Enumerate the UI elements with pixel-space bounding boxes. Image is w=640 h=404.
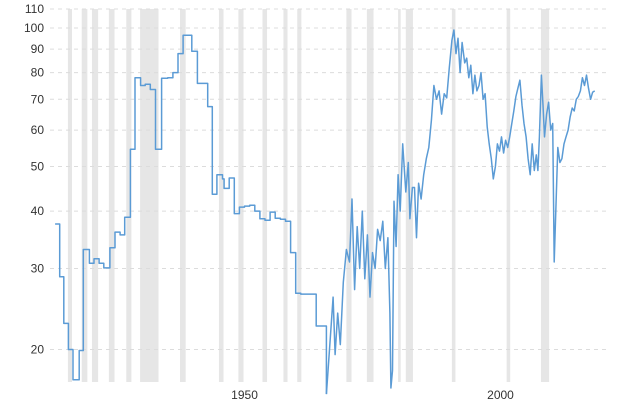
recession-band-18 (540, 9, 550, 382)
recession-band-2 (91, 9, 99, 382)
y-tick-label-20: 20 (31, 343, 45, 357)
recession-band-1 (81, 9, 88, 382)
x-axis-ticks: 1950 2000 (231, 388, 514, 402)
gridlines (50, 8, 608, 351)
recession-band-9 (262, 9, 268, 382)
recession-band-5 (140, 9, 159, 382)
recession-band-11 (297, 9, 302, 382)
y-tick-label-100: 100 (24, 21, 44, 35)
recession-band-10 (283, 9, 288, 382)
recession-band-4 (126, 9, 132, 382)
y-tick-label-60: 60 (31, 123, 45, 137)
recession-band-13 (366, 9, 374, 382)
y-tick-label-70: 70 (31, 92, 45, 106)
recession-band-16 (451, 9, 456, 382)
series-line-1 (325, 29, 596, 395)
recession-band-7 (218, 9, 224, 382)
y-tick-label-50: 50 (31, 160, 45, 174)
recession-band-8 (238, 9, 244, 382)
y-tick-label-110: 110 (25, 2, 44, 16)
recession-band-3 (108, 9, 115, 382)
recession-band-12 (346, 9, 352, 382)
y-tick-label-30: 30 (31, 262, 45, 276)
y-tick-label-80: 80 (31, 66, 45, 80)
x-tick-label-1950: 1950 (231, 388, 258, 402)
y-axis-ticks: 20 30 40 50 60 70 80 90 100 110 (24, 2, 44, 357)
recession-band-6 (180, 9, 186, 382)
recession-band-17 (506, 9, 511, 382)
y-tick-label-40: 40 (31, 204, 45, 218)
x-tick-label-2000: 2000 (487, 388, 514, 402)
recession-bands (67, 9, 550, 382)
series-line-0 (55, 34, 328, 395)
y-tick-label-90: 90 (31, 42, 45, 56)
recession-band-0 (67, 9, 73, 382)
series-lines (55, 29, 596, 395)
